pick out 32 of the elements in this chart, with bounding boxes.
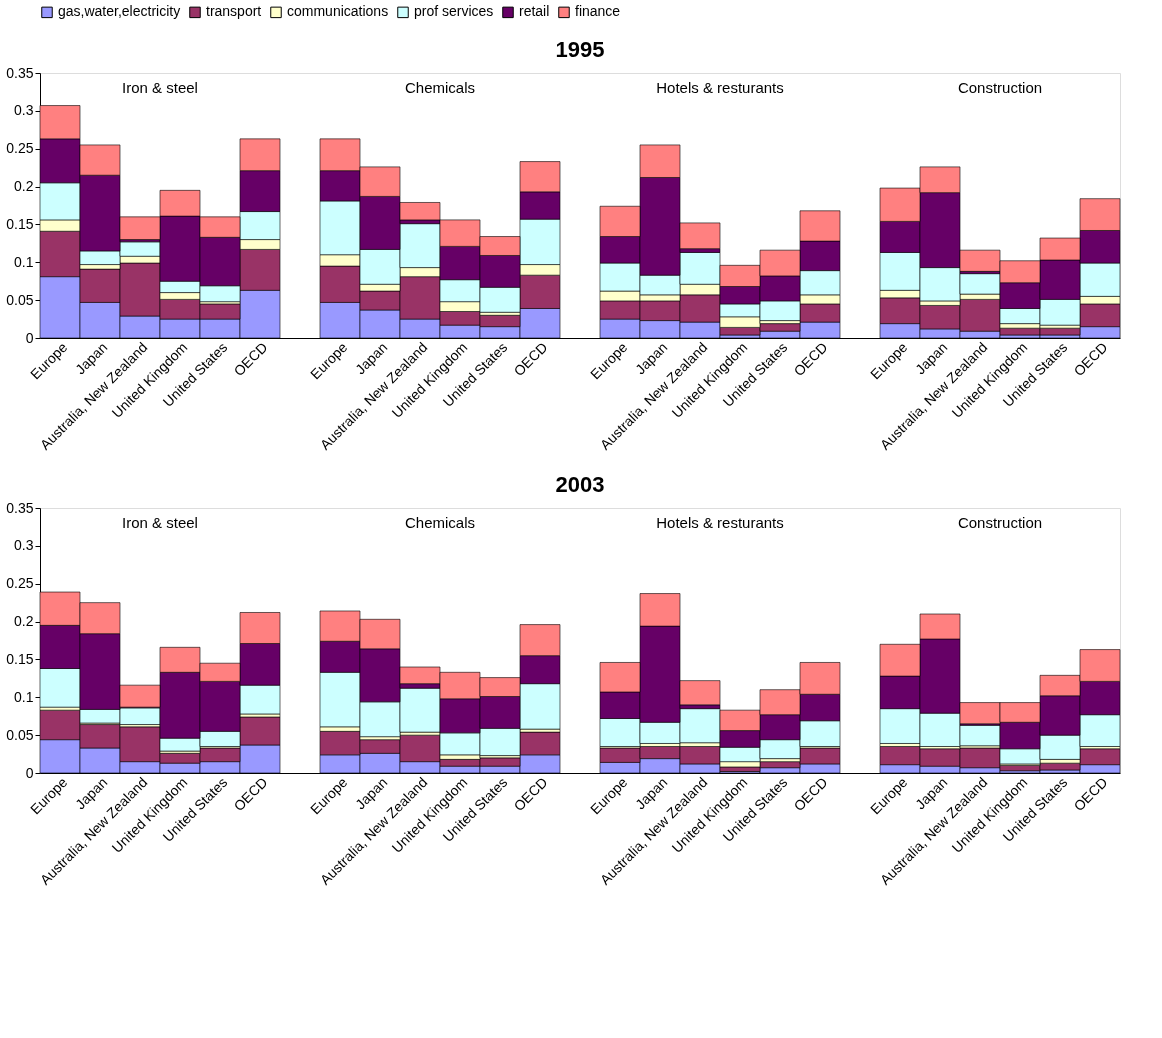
annotation: Iron & steel [122,514,198,531]
y-tick-label: 0.35 [6,499,34,516]
legend-label: prof services [414,3,494,20]
y-tick-label: 0.1 [14,688,34,705]
y-tick-label: 0.15 [6,650,34,667]
annotation: Construction [957,514,1043,531]
y-tick-label: 0.2 [14,178,34,195]
y-tick-label: 0 [25,329,34,346]
annotation: Chemicals [404,514,476,531]
y-tick-label: 0.1 [14,253,34,270]
legend-label: transport [206,3,262,20]
annotation: Hotels & resturants [656,514,784,531]
legend-label: gas,water,electricity [58,3,181,20]
legend-label: communications [287,3,389,20]
y-tick-label: 0.3 [14,102,34,119]
annotation: Hotels & resturants [656,79,784,96]
chart-title: 1995 [555,37,605,62]
legend-label: finance [575,3,621,20]
annotation: Construction [957,79,1043,96]
y-tick-label: 0.35 [6,64,34,81]
legend-label: retail [519,3,550,20]
y-tick-label: 0.05 [6,726,34,743]
annotation: Iron & steel [122,79,198,96]
y-tick-label: 0.25 [6,575,34,592]
y-tick-label: 0 [25,764,34,781]
y-tick-label: 0.05 [6,291,34,308]
y-tick-label: 0.15 [6,215,34,232]
chart-title: 2003 [555,472,605,497]
y-tick-label: 0.2 [14,613,34,630]
y-tick-label: 0.25 [6,140,34,157]
annotation: Chemicals [404,79,476,96]
y-tick-label: 0.3 [14,537,34,554]
